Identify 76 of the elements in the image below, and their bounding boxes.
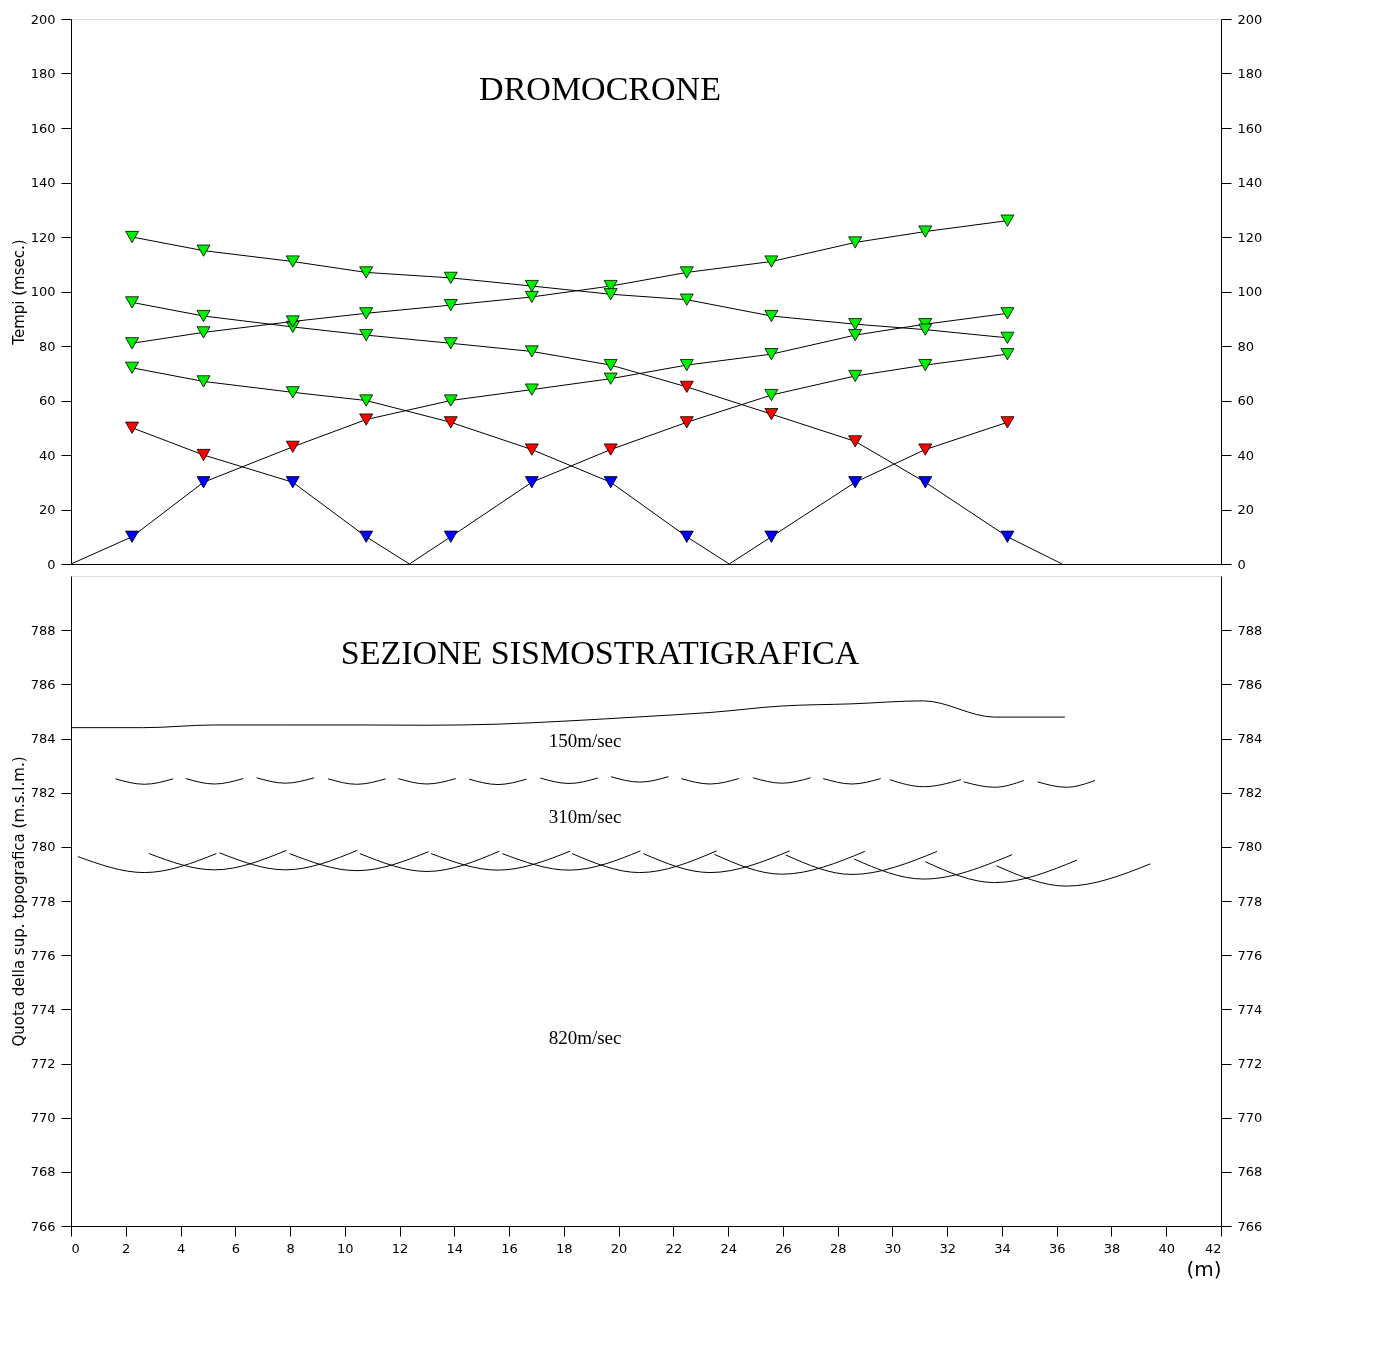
y2-tick-label: 160: [1237, 120, 1263, 136]
annotation: 310m/sec: [548, 806, 622, 828]
x-tick-label: 22: [665, 1240, 683, 1256]
x-tick-label: 30: [884, 1240, 902, 1256]
x-tick-label: 32: [939, 1240, 956, 1256]
y-tick-label: 774: [30, 1001, 56, 1017]
y2-tick-label: 768: [1237, 1164, 1263, 1180]
x-tick-label: 34: [994, 1240, 1011, 1256]
text: SEZIONE SISMOSTRATIGRAFICA: [340, 634, 860, 671]
y2-tick-label: 20: [1237, 502, 1255, 517]
y2-tick-label: 0: [1237, 556, 1246, 572]
y-tick-label: 766: [30, 1218, 56, 1234]
y-tick-label: 120: [30, 229, 56, 245]
y-tick-label: 788: [30, 622, 56, 638]
x-tick-label: 36: [1048, 1240, 1066, 1256]
y2-tick-label: 780: [1237, 839, 1263, 855]
x-tick-label: 2: [122, 1240, 131, 1256]
y-tick-label: 770: [30, 1110, 56, 1126]
y-tick-label: 20: [38, 502, 56, 517]
y2-tick-label: 774: [1237, 1001, 1263, 1017]
x-tick-label: 38: [1103, 1240, 1121, 1256]
y-tick-label: 180: [30, 66, 56, 81]
annotation: 820m/sec: [548, 1027, 622, 1049]
y2-tick-label: 100: [1237, 284, 1263, 299]
x-tick-label: 20: [610, 1240, 628, 1256]
y-tick-label: 100: [30, 284, 56, 299]
y-tick-label: 200: [30, 11, 56, 27]
y2-tick-label: 772: [1237, 1056, 1263, 1071]
y-tick-label: 140: [30, 175, 56, 190]
y2-tick-label: 120: [1237, 229, 1263, 245]
y2-tick-label: 180: [1237, 66, 1263, 81]
x-tick-label: 8: [286, 1240, 295, 1256]
y-axis-title: Tempi (msec.): [9, 239, 28, 346]
x-tick-label: 10: [337, 1240, 354, 1256]
y-tick-label: 784: [30, 731, 56, 746]
y2-tick-label: 776: [1237, 947, 1263, 963]
x-tick-label: 0: [71, 1240, 80, 1256]
y-tick-label: 768: [30, 1164, 56, 1180]
y2-tick-label: 782: [1237, 785, 1263, 801]
y-tick-label: 782: [30, 785, 56, 801]
y-tick-label: 786: [30, 676, 56, 692]
x-tick-label: 12: [391, 1240, 409, 1256]
y2-tick-label: 766: [1237, 1218, 1263, 1234]
y-tick-label: 40: [38, 447, 56, 463]
y2-tick-label: 60: [1237, 393, 1255, 408]
x-tick-label: 14: [446, 1240, 464, 1256]
annotation: 150m/sec: [548, 730, 622, 752]
x-tick-label: 6: [231, 1240, 240, 1256]
x-tick-label: 18: [556, 1240, 573, 1256]
y2-tick-label: 770: [1237, 1110, 1263, 1126]
y-tick-label: 160: [30, 120, 56, 136]
text: DROMOCRONE: [479, 69, 721, 107]
x-axis-title: (m): [1186, 1256, 1222, 1281]
y2-tick-label: 786: [1237, 676, 1263, 692]
y2-tick-label: 788: [1237, 622, 1263, 638]
x-tick-label: 26: [775, 1240, 792, 1256]
y2-tick-label: 784: [1237, 731, 1263, 746]
x-tick-label: 40: [1158, 1240, 1176, 1256]
y2-tick-label: 778: [1237, 893, 1263, 909]
y-tick-label: 772: [30, 1056, 56, 1071]
y-tick-label: 0: [47, 556, 56, 572]
y2-tick-label: 80: [1237, 338, 1255, 354]
y2-tick-label: 140: [1237, 175, 1263, 190]
x-tick-label: 4: [176, 1240, 186, 1256]
y2-tick-label: 40: [1237, 447, 1255, 463]
y2-tick-label: 200: [1237, 11, 1263, 27]
x-tick-label: 28: [829, 1240, 847, 1256]
x-tick-label: 16: [501, 1240, 518, 1256]
y-tick-label: 778: [30, 893, 56, 909]
y-axis-title: Quota della sup. topografica (m.s.l.m.): [9, 756, 28, 1047]
x-tick-label: 24: [720, 1240, 737, 1256]
y-tick-label: 80: [38, 338, 56, 354]
y-tick-label: 780: [30, 839, 56, 855]
y-tick-label: 776: [30, 947, 56, 963]
x-tick-label: 42: [1204, 1240, 1222, 1256]
y-tick-label: 60: [38, 393, 56, 408]
